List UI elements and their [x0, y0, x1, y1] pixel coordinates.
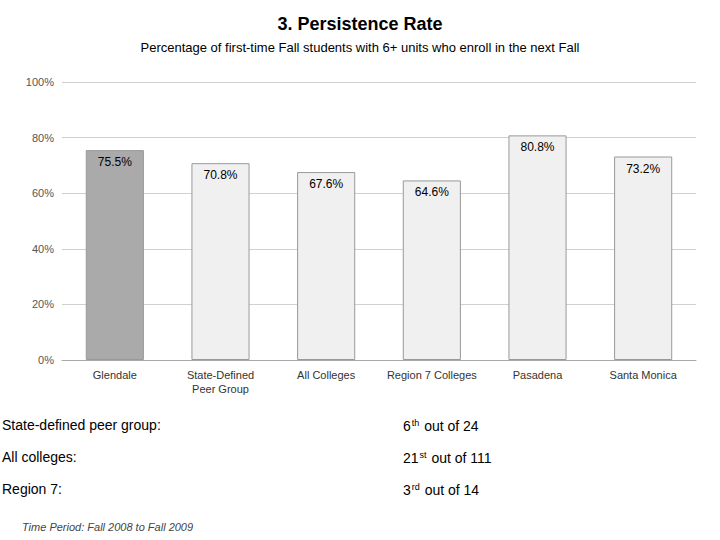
- svg-text:All Colleges: All Colleges: [297, 369, 356, 381]
- svg-text:Santa Monica: Santa Monica: [610, 369, 678, 381]
- svg-text:rd: rd: [412, 482, 420, 492]
- svg-text:Pasadena: Pasadena: [513, 369, 563, 381]
- svg-text:80%: 80%: [32, 132, 54, 144]
- svg-text:out of 14: out of 14: [421, 482, 480, 498]
- svg-text:th: th: [412, 418, 420, 428]
- svg-text:Region 7:: Region 7:: [2, 481, 62, 497]
- svg-text:State-defined peer group:: State-defined peer group:: [2, 417, 161, 433]
- svg-text:3. Persistence Rate: 3. Persistence Rate: [277, 14, 442, 34]
- svg-text:40%: 40%: [32, 243, 54, 255]
- svg-text:Percentage of first-time Fall: Percentage of first-time Fall students w…: [141, 40, 580, 55]
- svg-text:st: st: [420, 450, 428, 460]
- svg-text:Glendale: Glendale: [93, 369, 137, 381]
- svg-text:67.6%: 67.6%: [309, 177, 343, 191]
- svg-text:21: 21: [403, 450, 419, 466]
- svg-text:73.2%: 73.2%: [626, 162, 660, 176]
- svg-text:out of 24: out of 24: [420, 418, 479, 434]
- svg-text:Region 7 Colleges: Region 7 Colleges: [387, 369, 477, 381]
- svg-text:3: 3: [403, 482, 411, 498]
- svg-text:6: 6: [403, 418, 411, 434]
- svg-text:75.5%: 75.5%: [98, 155, 132, 169]
- svg-text:out of 111: out of 111: [428, 450, 492, 466]
- svg-text:70.8%: 70.8%: [203, 168, 237, 182]
- svg-text:100%: 100%: [26, 76, 54, 88]
- svg-text:Time Period: Fall 2008 to Fall: Time Period: Fall 2008 to Fall 2009: [22, 521, 193, 533]
- svg-text:0%: 0%: [38, 354, 54, 366]
- svg-text:64.6%: 64.6%: [415, 185, 449, 199]
- svg-text:Peer Group: Peer Group: [192, 383, 249, 395]
- svg-text:80.8%: 80.8%: [520, 140, 554, 154]
- svg-text:60%: 60%: [32, 187, 54, 199]
- svg-text:20%: 20%: [32, 298, 54, 310]
- svg-text:State-Defined: State-Defined: [187, 369, 254, 381]
- svg-text:All colleges:: All colleges:: [2, 449, 77, 465]
